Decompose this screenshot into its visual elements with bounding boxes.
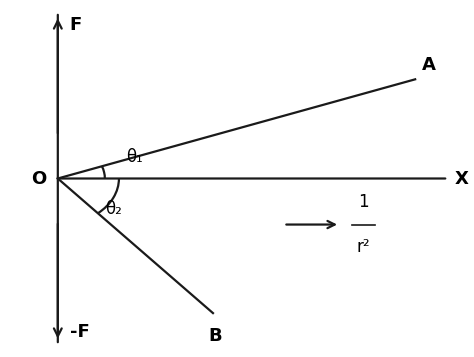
Text: r²: r² [356,238,370,256]
Text: X: X [455,170,469,187]
Text: θ₁: θ₁ [126,148,143,166]
Text: A: A [422,56,436,74]
Text: θ₂: θ₂ [105,200,122,218]
Text: B: B [209,327,222,345]
Text: 1: 1 [358,193,369,211]
Text: O: O [31,170,46,187]
Text: F: F [70,16,82,34]
Text: -F: -F [70,323,89,341]
